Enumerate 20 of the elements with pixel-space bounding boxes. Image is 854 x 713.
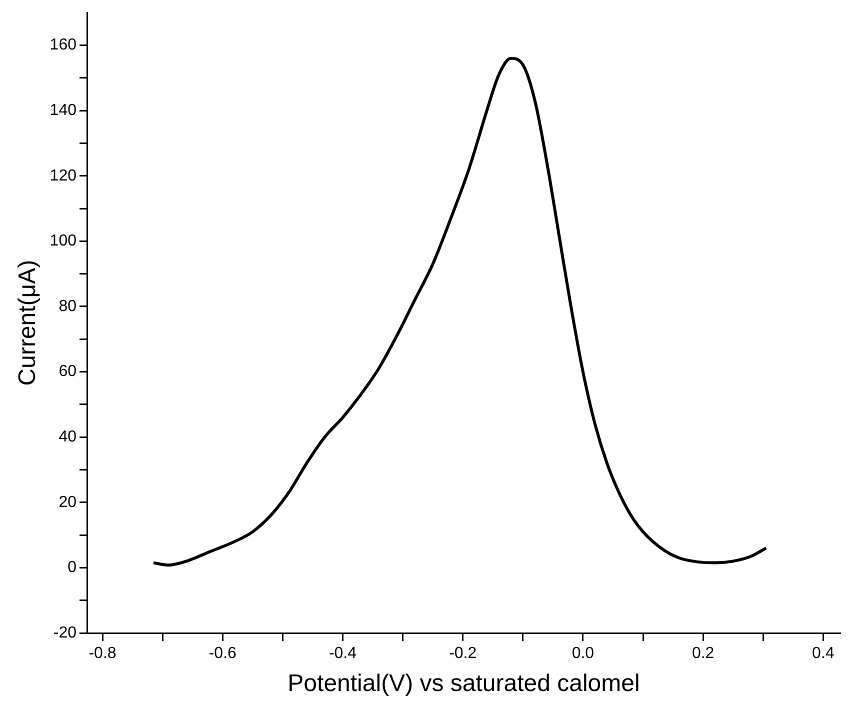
y-tick-label: 120 [50, 167, 77, 184]
x-tick-label: -0.8 [88, 645, 116, 662]
x-tick-label: -0.6 [208, 645, 237, 662]
y-axis-title: Current(μA) [14, 260, 42, 386]
x-tick-label: 0.0 [572, 645, 594, 662]
x-tick-label: -0.2 [449, 645, 477, 662]
y-tick-label: 60 [58, 363, 77, 380]
y-tick-label: 20 [58, 494, 77, 511]
x-tick-label: -0.4 [328, 645, 357, 662]
y-tick-label: 0 [68, 559, 77, 576]
x-tick-label: 0.4 [812, 645, 834, 662]
y-tick-label: 40 [58, 428, 77, 446]
x-axis-title: Potential(V) vs saturated calomel [288, 670, 640, 698]
x-tick-label: 0.2 [692, 645, 714, 662]
y-tick-label: 80 [58, 298, 77, 315]
y-tick-label: 140 [50, 102, 77, 119]
y-tick-label: 160 [50, 36, 77, 54]
y-tick-label: -20 [53, 624, 77, 642]
y-tick-label: 100 [50, 232, 77, 250]
line-series [152, 56, 768, 567]
